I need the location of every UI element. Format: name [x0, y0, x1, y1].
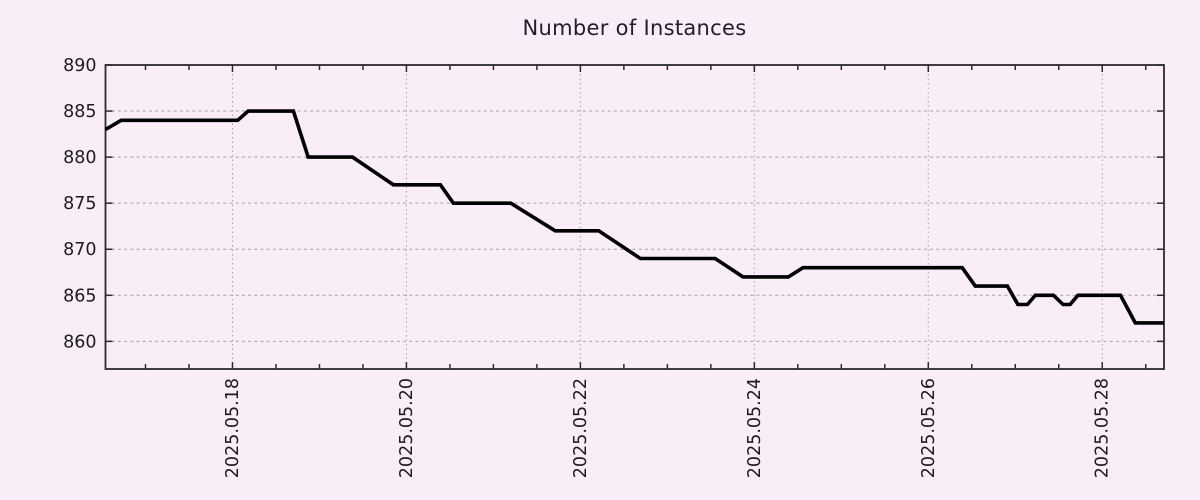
x-tick-label: 2025.05.18	[223, 378, 243, 478]
x-tick-label: 2025.05.24	[745, 378, 765, 478]
x-tick-label: 2025.05.28	[1093, 378, 1113, 478]
y-tick-label: 890	[63, 56, 96, 76]
y-tick-label: 885	[63, 102, 96, 122]
chart-title: Number of Instances	[522, 16, 747, 40]
y-tick-label: 880	[63, 148, 96, 168]
x-tick-label: 2025.05.20	[397, 378, 417, 478]
data-line	[104, 109, 1164, 325]
x-tick-label: 2025.05.26	[919, 378, 939, 478]
y-tick-label: 875	[63, 194, 96, 214]
y-tick-label: 865	[63, 286, 96, 306]
y-tick-label: 870	[63, 240, 96, 260]
y-tick-label: 860	[63, 332, 96, 352]
plot-border	[104, 64, 1165, 370]
x-tick-label: 2025.05.22	[571, 378, 591, 478]
